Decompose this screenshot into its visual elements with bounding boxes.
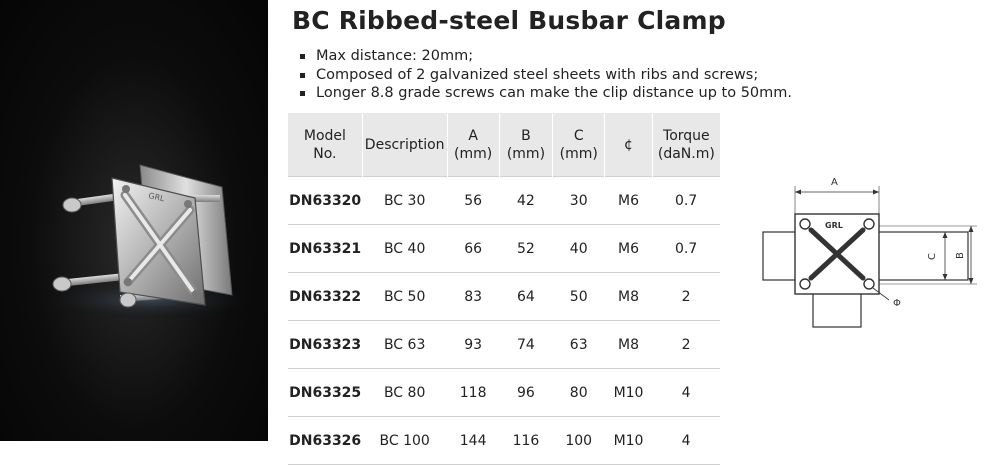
arrow-icon [968,226,974,232]
table-row: DN63323 BC 63 93 74 63 M8 2 [288,320,720,369]
cell-b: 96 [499,368,553,417]
cell-torque: 4 [652,368,720,417]
cell-model: DN63320 [288,176,363,225]
label-c: C [927,253,938,260]
busbar-clamp-photo: GRL [35,164,265,320]
header-b-line2: (mm) [506,145,546,162]
header-model-line2: No. [313,145,337,162]
feature-item: Longer 8.8 grade screws can make the cli… [298,84,792,103]
label-phi: Φ [893,298,901,309]
header-model: Model No. [288,113,363,177]
screw-hole-icon [863,278,875,290]
cell-description: BC 63 [362,320,448,369]
cell-phi: M6 [604,224,653,273]
cell-c: 63 [552,320,605,369]
feature-item: Composed of 2 galvanized steel sheets wi… [298,66,792,85]
header-model-line1: Model [303,127,346,144]
cell-phi: M6 [604,176,653,225]
label-a: A [831,177,838,188]
cell-model: DN63323 [288,320,363,369]
cell-torque: 2 [652,320,720,369]
header-c-line2: (mm) [559,145,598,162]
dimension-diagram: GRL A C B Φ [762,177,977,328]
table-row: DN63320 BC 30 56 42 30 M6 0.7 [288,176,720,225]
cell-a: 66 [447,224,500,273]
arrow-icon [873,189,879,195]
arrow-icon [795,189,801,195]
cell-model: DN63321 [288,224,363,273]
cell-a: 118 [447,368,500,417]
spec-table: Model No. Description A (mm) B (mm) C (m… [288,113,720,465]
page-title: BC Ribbed-steel Busbar Clamp [292,6,726,35]
header-a-line2: (mm) [454,145,493,162]
rib-line [808,227,866,281]
feature-list: Max distance: 20mm; Composed of 2 galvan… [298,47,792,103]
cell-model: DN63322 [288,272,363,321]
cell-torque: 0.7 [652,176,720,225]
cell-b: 52 [499,224,553,273]
cell-model: DN63325 [288,368,363,417]
header-torque-line2: (daN.m) [657,145,715,162]
cell-c: 40 [552,224,605,273]
header-a: A (mm) [446,113,500,177]
cell-a: 83 [447,272,500,321]
cell-phi: M8 [604,320,653,369]
cell-b: 74 [499,320,553,369]
cell-b: 42 [499,176,553,225]
cell-a: 56 [447,176,500,225]
label-b: B [955,252,966,259]
cell-description: BC 80 [362,368,448,417]
header-description: Description [361,113,448,177]
screw-hole-icon [799,218,811,230]
table-header-row: Model No. Description A (mm) B (mm) C (m… [288,113,720,177]
table-row: DN63325 BC 80 118 96 80 M10 4 [288,368,720,417]
cell-c: 80 [552,368,605,417]
cell-b: 64 [499,272,553,321]
table-row: DN63321 BC 40 66 52 40 M6 0.7 [288,224,720,273]
photo-logo: GRL [148,191,166,203]
phi-leader [872,287,890,301]
cell-c: 30 [552,176,605,225]
header-c: C (mm) [552,113,605,177]
cell-a: 93 [447,320,500,369]
header-torque: Torque (daN.m) [651,113,720,177]
header-c-line1: C [573,127,584,144]
header-torque-line1: Torque [663,127,710,144]
cell-description: BC 40 [362,224,448,273]
diagram-logo: GRL [825,221,843,230]
cell-phi: M8 [604,272,653,321]
cell-description: BC 50 [362,272,448,321]
screw-hole-icon [863,218,875,230]
cell-torque: 2 [652,272,720,321]
arrow-icon [942,232,948,238]
table-row: DN63322 BC 50 83 64 50 M8 2 [288,272,720,321]
screw-hole-icon [799,278,811,290]
arrow-icon [942,274,948,280]
product-photo-panel: GRL [0,0,268,441]
header-a-line1: A [468,127,478,144]
cell-c: 50 [552,272,605,321]
cell-description: BC 30 [362,176,448,225]
header-b: B (mm) [498,113,553,177]
header-b-line1: B [521,127,531,144]
header-phi: ¢ [604,113,653,177]
arrow-icon [968,278,974,284]
cell-phi: M10 [604,368,653,417]
feature-item: Max distance: 20mm; [298,47,792,66]
cell-torque: 0.7 [652,224,720,273]
